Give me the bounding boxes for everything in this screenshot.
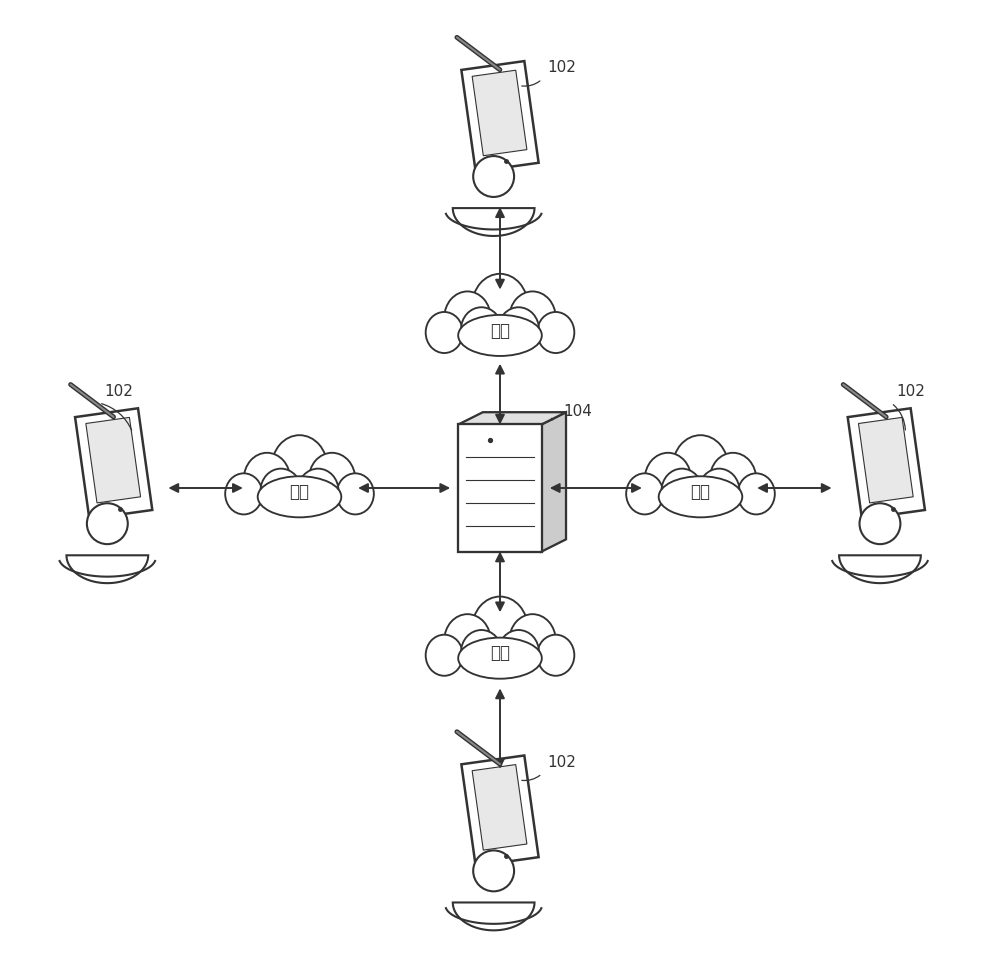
Text: 网络: 网络 [490, 644, 510, 661]
Ellipse shape [472, 597, 528, 661]
Ellipse shape [738, 474, 775, 515]
Polygon shape [453, 903, 535, 930]
Text: 102: 102 [547, 754, 576, 769]
Ellipse shape [626, 474, 663, 515]
Ellipse shape [430, 629, 570, 682]
Polygon shape [453, 209, 535, 236]
Polygon shape [839, 556, 921, 583]
Ellipse shape [509, 615, 556, 667]
Text: 104: 104 [564, 404, 592, 418]
Polygon shape [858, 418, 913, 503]
Ellipse shape [710, 453, 756, 506]
Circle shape [860, 504, 900, 544]
Polygon shape [472, 765, 527, 850]
Ellipse shape [337, 474, 374, 515]
Polygon shape [458, 425, 542, 552]
Text: 网络: 网络 [690, 483, 710, 500]
Ellipse shape [661, 469, 702, 514]
Ellipse shape [298, 469, 339, 514]
Ellipse shape [430, 307, 570, 360]
Ellipse shape [458, 638, 542, 679]
Ellipse shape [659, 477, 742, 518]
Circle shape [473, 157, 514, 197]
Polygon shape [472, 71, 527, 156]
Ellipse shape [461, 308, 502, 353]
Text: 网络: 网络 [490, 321, 510, 339]
Ellipse shape [444, 615, 491, 667]
Circle shape [473, 851, 514, 891]
Ellipse shape [461, 630, 502, 675]
Ellipse shape [426, 313, 463, 354]
Text: 102: 102 [547, 61, 576, 75]
Ellipse shape [272, 436, 327, 500]
Ellipse shape [509, 292, 556, 345]
Ellipse shape [498, 630, 539, 675]
Ellipse shape [230, 468, 369, 521]
Polygon shape [75, 408, 152, 520]
Ellipse shape [537, 635, 574, 676]
Text: 网络: 网络 [290, 483, 310, 500]
Polygon shape [542, 413, 566, 552]
Ellipse shape [244, 453, 290, 506]
Ellipse shape [225, 474, 262, 515]
Polygon shape [66, 556, 148, 583]
Ellipse shape [498, 308, 539, 353]
Ellipse shape [444, 292, 491, 345]
Polygon shape [461, 62, 539, 173]
Circle shape [87, 504, 128, 544]
Ellipse shape [472, 275, 528, 339]
Polygon shape [461, 755, 539, 867]
Text: 102: 102 [104, 384, 133, 399]
Ellipse shape [258, 477, 341, 518]
Polygon shape [86, 418, 141, 503]
Polygon shape [848, 408, 925, 520]
Ellipse shape [260, 469, 301, 514]
Ellipse shape [699, 469, 740, 514]
Ellipse shape [309, 453, 355, 506]
Ellipse shape [645, 453, 691, 506]
Ellipse shape [458, 316, 542, 357]
Ellipse shape [537, 313, 574, 354]
Text: 102: 102 [896, 384, 925, 399]
Ellipse shape [631, 468, 770, 521]
Ellipse shape [426, 635, 463, 676]
Polygon shape [458, 413, 566, 425]
Ellipse shape [673, 436, 728, 500]
